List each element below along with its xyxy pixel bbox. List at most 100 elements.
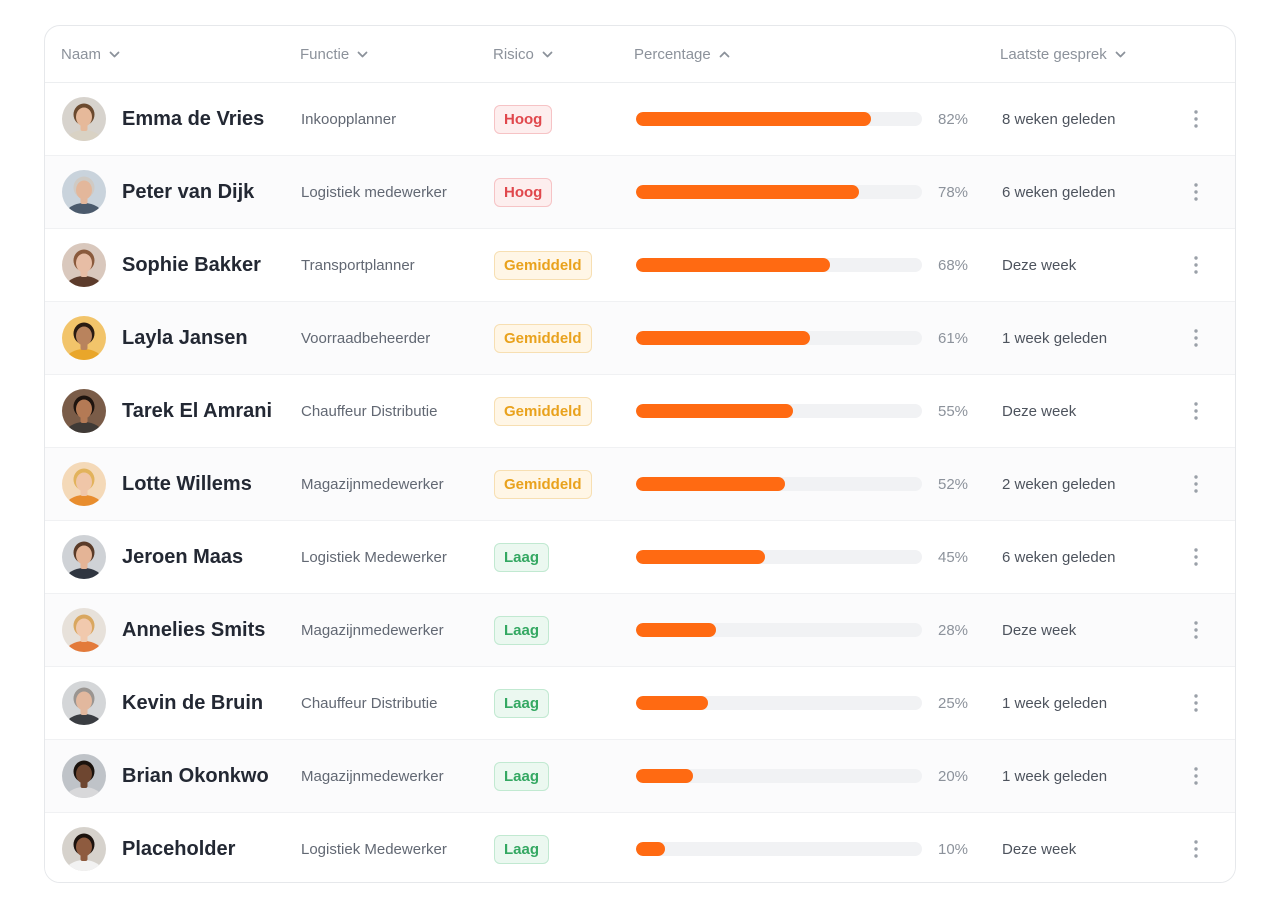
employee-name: Placeholder — [122, 837, 236, 860]
percentage-value: 61% — [938, 329, 969, 347]
column-header-percentage[interactable]: Percentage — [634, 26, 730, 82]
more-options-icon[interactable] — [1188, 594, 1204, 666]
risk-badge: Laag — [494, 688, 550, 718]
percentage-bar-fill — [636, 842, 665, 856]
table-row[interactable]: Lotte Willems Magazijnmedewerker Gemidde… — [45, 448, 1235, 521]
percentage-value: 68% — [938, 256, 969, 274]
more-options-icon[interactable] — [1188, 302, 1204, 374]
employee-function: Logistiek Medewerker — [301, 840, 447, 858]
percentage-bar-fill — [636, 696, 708, 710]
percentage-bar — [636, 112, 922, 126]
risk-badge: Gemiddeld — [494, 250, 592, 280]
table-row[interactable]: Kevin de Bruin Chauffeur Distributie Laa… — [45, 667, 1235, 740]
employee-risk-table: Naam Functie Risico Percentage Laatste g… — [44, 25, 1236, 883]
percentage-value: 45% — [938, 548, 969, 566]
employee-name: Layla Jansen — [122, 326, 248, 349]
last-conversation: 1 week geleden — [1002, 329, 1108, 347]
chevron-down-icon — [109, 49, 120, 60]
percentage-bar — [636, 623, 922, 637]
employee-function: Chauffeur Distributie — [301, 694, 438, 712]
column-header-function-label: Functie — [300, 45, 350, 63]
avatar — [62, 462, 106, 506]
percentage-bar-fill — [636, 404, 794, 418]
percentage-value: 28% — [938, 621, 969, 639]
last-conversation: 1 week geleden — [1002, 767, 1108, 785]
table-row[interactable]: Jeroen Maas Logistiek Medewerker Laag 45… — [45, 521, 1235, 594]
more-options-icon[interactable] — [1188, 740, 1204, 812]
employee-function: Magazijnmedewerker — [301, 767, 444, 785]
more-options-icon[interactable] — [1188, 448, 1204, 520]
percentage-bar — [636, 477, 922, 491]
percentage-bar — [636, 769, 922, 783]
employee-function: Inkoopplanner — [301, 110, 397, 128]
percentage-value: 25% — [938, 694, 969, 712]
risk-badge: Gemiddeld — [494, 469, 592, 499]
employee-function: Magazijnmedewerker — [301, 621, 444, 639]
last-conversation: 2 weken geleden — [1002, 475, 1116, 493]
column-header-name-label: Naam — [61, 45, 102, 63]
employee-name: Jeroen Maas — [122, 545, 244, 568]
more-options-icon[interactable] — [1188, 375, 1204, 447]
percentage-bar-fill — [636, 623, 717, 637]
risk-badge: Gemiddeld — [494, 396, 592, 426]
percentage-value: 10% — [938, 840, 969, 858]
column-header-name[interactable]: Naam — [61, 26, 120, 82]
table-row[interactable]: Tarek El Amrani Chauffeur Distributie Ge… — [45, 375, 1235, 448]
table-row[interactable]: Emma de Vries Inkoopplanner Hoog 82% 8 w… — [45, 83, 1235, 156]
column-header-last-conversation[interactable]: Laatste gesprek — [1000, 26, 1126, 82]
risk-badge: Hoog — [494, 177, 553, 207]
table-row[interactable]: Peter van Dijk Logistiek medewerker Hoog… — [45, 156, 1235, 229]
percentage-bar-fill — [636, 331, 811, 345]
employee-name: Lotte Willems — [122, 472, 252, 495]
avatar — [62, 97, 106, 141]
column-header-risk[interactable]: Risico — [493, 26, 553, 82]
percentage-bar-fill — [636, 769, 694, 783]
more-options-icon[interactable] — [1188, 83, 1204, 155]
employee-name: Tarek El Amrani — [122, 399, 273, 422]
employee-name: Sophie Bakker — [122, 253, 261, 276]
avatar — [62, 316, 106, 360]
employee-function: Magazijnmedewerker — [301, 475, 444, 493]
last-conversation: 8 weken geleden — [1002, 110, 1116, 128]
percentage-value: 52% — [938, 475, 969, 493]
table-row[interactable]: Brian Okonkwo Magazijnmedewerker Laag 20… — [45, 740, 1235, 813]
employee-name: Brian Okonkwo — [122, 764, 269, 787]
risk-badge: Laag — [494, 542, 550, 572]
more-options-icon[interactable] — [1188, 813, 1204, 882]
chevron-down-icon — [542, 49, 553, 60]
column-header-function[interactable]: Functie — [300, 26, 368, 82]
more-options-icon[interactable] — [1188, 156, 1204, 228]
employee-name: Kevin de Bruin — [122, 691, 264, 714]
employee-function: Voorraadbeheerder — [301, 329, 431, 347]
last-conversation: Deze week — [1002, 402, 1077, 420]
percentage-bar — [636, 550, 922, 564]
avatar — [62, 535, 106, 579]
percentage-bar-fill — [636, 185, 860, 199]
more-options-icon[interactable] — [1188, 521, 1204, 593]
percentage-bar — [636, 185, 922, 199]
last-conversation: 6 weken geleden — [1002, 548, 1116, 566]
percentage-bar — [636, 404, 922, 418]
employee-function: Logistiek medewerker — [301, 183, 447, 201]
column-header-percentage-label: Percentage — [634, 45, 711, 63]
last-conversation: Deze week — [1002, 621, 1077, 639]
percentage-bar — [636, 258, 922, 272]
more-options-icon[interactable] — [1188, 229, 1204, 301]
table-header: Naam Functie Risico Percentage Laatste g… — [45, 26, 1235, 83]
avatar — [62, 170, 106, 214]
more-options-icon[interactable] — [1188, 667, 1204, 739]
avatar — [62, 608, 106, 652]
percentage-bar — [636, 696, 922, 710]
last-conversation: 1 week geleden — [1002, 694, 1108, 712]
table-row[interactable]: Sophie Bakker Transportplanner Gemiddeld… — [45, 229, 1235, 302]
percentage-bar — [636, 331, 922, 345]
employee-name: Peter van Dijk — [122, 180, 255, 203]
table-row[interactable]: Layla Jansen Voorraadbeheerder Gemiddeld… — [45, 302, 1235, 375]
last-conversation: Deze week — [1002, 256, 1077, 274]
table-row[interactable]: Annelies Smits Magazijnmedewerker Laag 2… — [45, 594, 1235, 667]
table-row[interactable]: Placeholder Logistiek Medewerker Laag 10… — [45, 813, 1235, 882]
percentage-bar-fill — [636, 112, 871, 126]
risk-badge: Gemiddeld — [494, 323, 592, 353]
column-header-last-conversation-label: Laatste gesprek — [1000, 45, 1107, 63]
employee-name: Emma de Vries — [122, 107, 265, 130]
